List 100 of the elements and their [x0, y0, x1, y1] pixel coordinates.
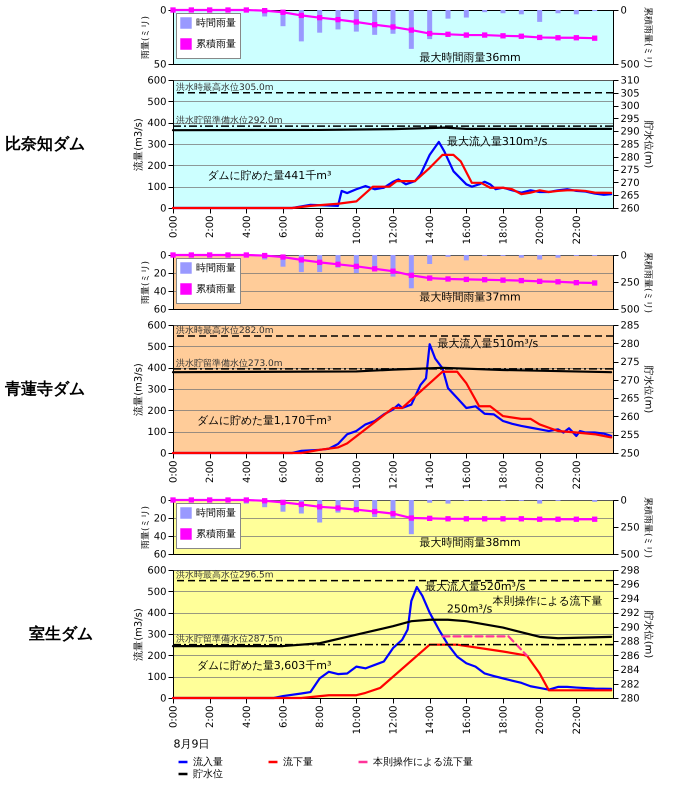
point: [482, 277, 488, 282]
point: [262, 252, 268, 258]
y2-tick-label: 260: [620, 412, 640, 423]
x-tick-label: 12:00: [388, 706, 400, 734]
x-tick-label: 2:00: [205, 460, 216, 483]
y-axis-title: 雨量(ミリ): [140, 260, 151, 304]
bar: [427, 500, 432, 503]
y2-tick-label: 288: [620, 636, 640, 648]
y2-tick-label: 0: [620, 250, 627, 262]
point: [592, 516, 598, 522]
bar: [556, 10, 560, 14]
point: [298, 12, 304, 18]
point: [207, 497, 212, 503]
y2-tick-label: 500: [620, 550, 640, 560]
bar: [464, 255, 469, 260]
point: [464, 276, 469, 282]
y-tick-label: 500: [147, 96, 166, 108]
y2-tick-label: 270: [620, 375, 640, 386]
x-tick-label: 0:00: [168, 706, 180, 728]
point: [518, 34, 524, 39]
point: [244, 497, 249, 503]
y2-axis-title: 貯水位(m): [642, 366, 655, 414]
x-tick-label: 10:00: [352, 460, 363, 490]
y2-tick-label: 285: [620, 320, 640, 332]
point: [354, 264, 359, 269]
point: [537, 278, 542, 284]
point: [427, 30, 432, 36]
bar: [500, 10, 506, 14]
x-tick-label: 14:00: [425, 216, 436, 244]
point: [317, 260, 322, 265]
y2-tick-label: 265: [620, 394, 640, 405]
y-tick-label: 40: [154, 286, 166, 298]
point: [188, 497, 194, 503]
x-tick-label: 4:00: [242, 460, 253, 483]
x-tick-label: 10:00: [352, 706, 363, 734]
y2-tick-label: 300: [620, 101, 640, 112]
point: [537, 34, 542, 40]
x-tick-label: 12:00: [388, 460, 400, 490]
y2-tick-label: 290: [620, 622, 640, 634]
y2-tick-label: 265: [620, 190, 640, 202]
y-tick-label: 300: [147, 630, 166, 640]
x-tick-label: 0:00: [168, 216, 180, 238]
x-tick-label: 12:00: [388, 216, 400, 244]
point: [244, 252, 249, 258]
y-tick-label: 100: [147, 672, 166, 684]
point: [427, 516, 432, 522]
ref-line-label: 洪水時最高水位305.0m: [176, 82, 274, 93]
annotation: ダムに貯めた量3,603千m³: [196, 659, 332, 672]
y-tick-label: 500: [147, 342, 166, 353]
y2-tick-label: 284: [620, 665, 640, 676]
point: [555, 516, 561, 522]
y2-tick-label: 295: [620, 114, 640, 125]
bar: [518, 255, 524, 258]
x-tick-label: 22:00: [572, 706, 583, 734]
text: 室生ダム: [28, 624, 93, 643]
x-tick-label: 4:00: [242, 706, 253, 728]
y2-tick-label: 296: [620, 580, 640, 591]
annotation: 最大時間雨量38mm: [419, 536, 521, 550]
point: [354, 19, 359, 25]
point: [354, 506, 359, 512]
y2-tick-label: 280: [620, 694, 640, 704]
annotation: 最大時間雨量36mm: [419, 50, 521, 64]
x-tick-label: 14:00: [425, 706, 436, 734]
annotation: 最大流入量510m³/s: [438, 337, 538, 350]
legend-label: 累積雨量: [196, 38, 236, 50]
ref-line-label: 洪水時最高水位296.5m: [176, 570, 274, 581]
x-tick-label: 18:00: [498, 706, 510, 734]
y-axis-title: 流量(m3/s): [132, 363, 144, 416]
y-axis-title: 流量(m3/s): [132, 118, 144, 171]
text: 比奈知ダム: [4, 134, 85, 153]
point: [280, 500, 286, 506]
y2-axis-title: 貯水位(m): [642, 120, 655, 168]
point: [262, 8, 268, 14]
y-tick-label: 600: [147, 76, 166, 86]
y2-tick-label: 285: [620, 140, 640, 150]
point: [298, 502, 304, 508]
x-tick-label: 10:00: [352, 216, 363, 244]
ref-line-label: 洪水貯留準備水位273.0m: [176, 358, 283, 369]
point: [574, 280, 579, 286]
y-tick-label: 20: [154, 514, 166, 524]
y2-tick-label: 290: [620, 126, 640, 138]
y2-tick-label: 280: [620, 152, 640, 164]
y2-tick-label: 292: [620, 608, 640, 620]
point: [207, 7, 212, 13]
y-axis-title: 雨量(ミリ): [140, 506, 151, 550]
legend-label: 累積雨量: [196, 283, 236, 295]
x-tick-label: 8:00: [315, 216, 326, 238]
point: [574, 516, 579, 522]
point: [335, 262, 341, 267]
legend-label: 累積雨量: [196, 528, 236, 540]
point: [372, 22, 378, 28]
x-tick-label: 22:00: [572, 460, 583, 490]
bar: [537, 500, 542, 504]
point: [500, 516, 506, 522]
point: [500, 278, 506, 283]
x-tick-label: 14:00: [425, 460, 436, 490]
bar: [464, 10, 469, 18]
y-tick-label: 0: [160, 448, 166, 460]
y2-tick-label: 305: [620, 88, 640, 100]
point: [555, 35, 561, 40]
